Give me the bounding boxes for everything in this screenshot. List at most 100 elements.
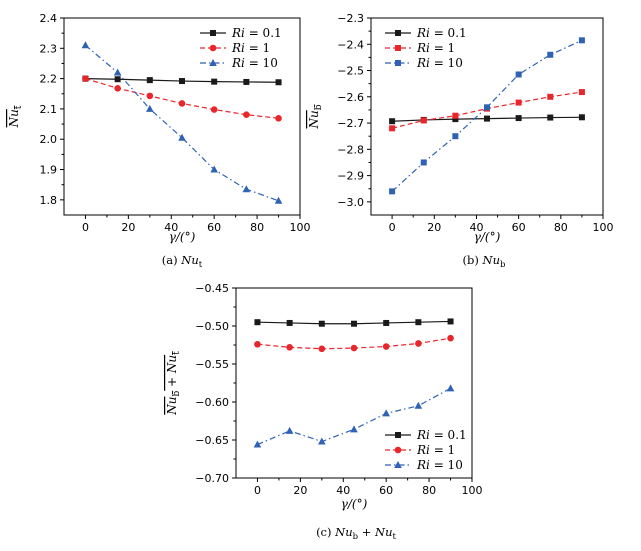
data-point [286,319,293,326]
legend-label: Ri = 1 [416,41,455,55]
y-tick-label: −0.55 [195,358,229,371]
data-point [452,116,459,123]
y-tick-label: 2.2 [40,73,58,86]
y-tick-label: −0.60 [195,396,229,409]
y-tick-label: −2.3 [337,12,364,25]
data-point [547,114,554,121]
data-point [389,188,396,195]
x-tick-label: 20 [293,484,307,497]
data-point [414,401,423,409]
x-tick-label: 40 [164,221,178,234]
x-tick-label: 60 [379,484,393,497]
y-tick-label: −2.4 [337,38,364,51]
x-axis-label: γ/(°) [341,497,368,511]
legend: Ri = 0.1Ri = 1Ri = 10 [385,428,467,472]
x-tick-label: 40 [336,484,350,497]
x-axis-label: γ/(°) [169,230,196,244]
y-tick-label: 2.0 [40,133,58,146]
data-point [420,159,427,166]
legend-marker [209,44,217,52]
x-tick-label: 60 [512,221,526,234]
y-tick-label: 2.1 [40,103,58,116]
legend-marker [395,60,401,66]
data-point [578,89,585,96]
data-point [547,93,554,100]
chart-panel-b: 0 20 40 60 80 100 −3.0 −2.9 −2.8 −2.7 −2.6 −2.5 −2.4… [307,12,614,270]
series-3 [389,37,585,195]
series-2 [82,75,282,122]
data-point [447,334,454,342]
panel-caption: (c) Nub + Nut [316,525,396,542]
data-point [146,77,153,84]
data-point [113,68,122,76]
data-point [274,196,283,204]
data-point [318,345,326,353]
data-point [484,115,490,122]
y-axis-label: Nub [307,104,324,129]
x-axis-label: γ/(°) [474,230,501,244]
legend-label: Ri = 10 [416,56,463,70]
data-point [578,114,585,121]
data-point [254,319,261,326]
y-tick-label: −2.9 [337,170,364,183]
data-point [285,426,294,434]
series-3 [253,384,455,448]
x-tick-label: 80 [554,221,568,234]
data-point [275,79,282,86]
data-point [286,343,293,351]
series-1 [82,75,282,86]
y-tick-label: 2.3 [40,42,58,55]
data-point [81,41,90,49]
data-point [318,320,325,327]
series-1 [254,318,454,327]
legend-label: Ri = 0.1 [231,26,282,40]
x-tick-label: 0 [254,484,261,497]
data-point [484,104,490,111]
legend: Ri = 0.1Ri = 1Ri = 10 [385,26,467,70]
x-tick-label: 100 [290,221,311,234]
data-point [318,437,326,445]
legend-label: Ri = 0.1 [416,26,467,40]
legend-marker [395,432,401,438]
y-tick-label: −0.70 [195,472,229,485]
legend-label: Ri = 1 [416,443,455,457]
y-tick-label: −2.6 [337,91,364,104]
y-tick-label: 1.9 [40,164,58,177]
legend-marker [209,59,217,66]
data-point [243,78,250,85]
series-line [85,78,279,119]
data-point [253,440,262,448]
plot-frame [63,17,301,216]
x-tick-label: 100 [593,221,614,234]
data-point [254,340,261,348]
y-tick-label: −2.8 [337,143,364,156]
legend-marker [394,446,402,454]
data-point [146,92,154,100]
data-point [415,319,422,326]
legend-marker [395,30,401,36]
data-point [452,133,459,140]
x-tick-label: 0 [389,221,396,234]
y-tick-label: −0.65 [195,434,229,447]
data-point [275,115,282,122]
legend: Ri = 0.1Ri = 1Ri = 10 [200,26,282,70]
y-tick-label: −2.5 [337,65,364,78]
y-tick-label: −0.45 [195,282,229,295]
data-point [242,185,251,193]
data-point [210,106,218,113]
series-3 [81,41,283,204]
y-axis-label: Nub + Nut [165,351,182,416]
data-point [415,340,422,347]
legend-label: Ri = 10 [231,56,278,70]
data-point [452,112,459,119]
data-point [383,319,390,326]
data-point [578,37,585,44]
data-point [515,115,522,122]
legend-label: Ri = 1 [231,41,270,55]
x-tick-label: 100 [462,484,483,497]
data-point [382,409,390,417]
data-point [146,104,154,112]
x-tick-label: 20 [427,221,441,234]
data-point [210,165,218,173]
data-point [389,118,396,125]
